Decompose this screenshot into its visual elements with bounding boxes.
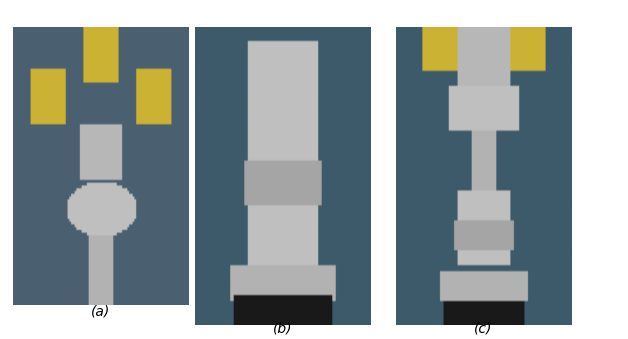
Text: (b): (b) <box>273 322 293 336</box>
Text: (a): (a) <box>91 305 110 319</box>
Text: (c): (c) <box>474 322 493 336</box>
